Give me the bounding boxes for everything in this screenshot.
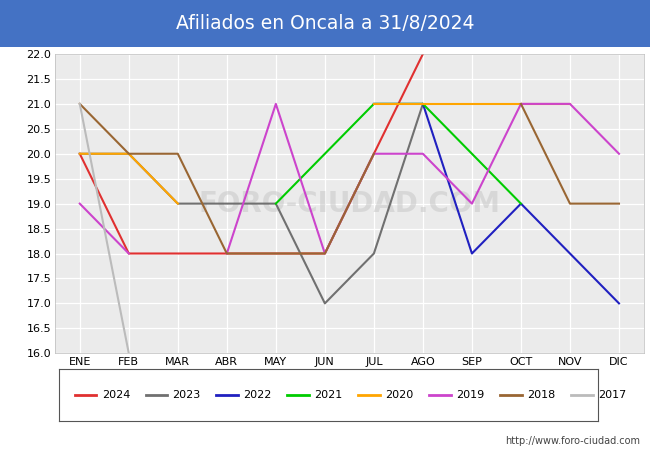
Text: 2022: 2022 bbox=[244, 390, 272, 400]
Text: 2021: 2021 bbox=[315, 390, 343, 400]
Text: 2018: 2018 bbox=[527, 390, 555, 400]
Text: 2020: 2020 bbox=[385, 390, 413, 400]
Text: 2019: 2019 bbox=[456, 390, 484, 400]
Text: 2023: 2023 bbox=[172, 390, 201, 400]
Text: http://www.foro-ciudad.com: http://www.foro-ciudad.com bbox=[505, 436, 640, 446]
Text: 2024: 2024 bbox=[101, 390, 130, 400]
Text: Afiliados en Oncala a 31/8/2024: Afiliados en Oncala a 31/8/2024 bbox=[176, 14, 474, 33]
Text: FORO-CIUDAD.COM: FORO-CIUDAD.COM bbox=[198, 189, 500, 218]
Text: 2017: 2017 bbox=[598, 390, 626, 400]
